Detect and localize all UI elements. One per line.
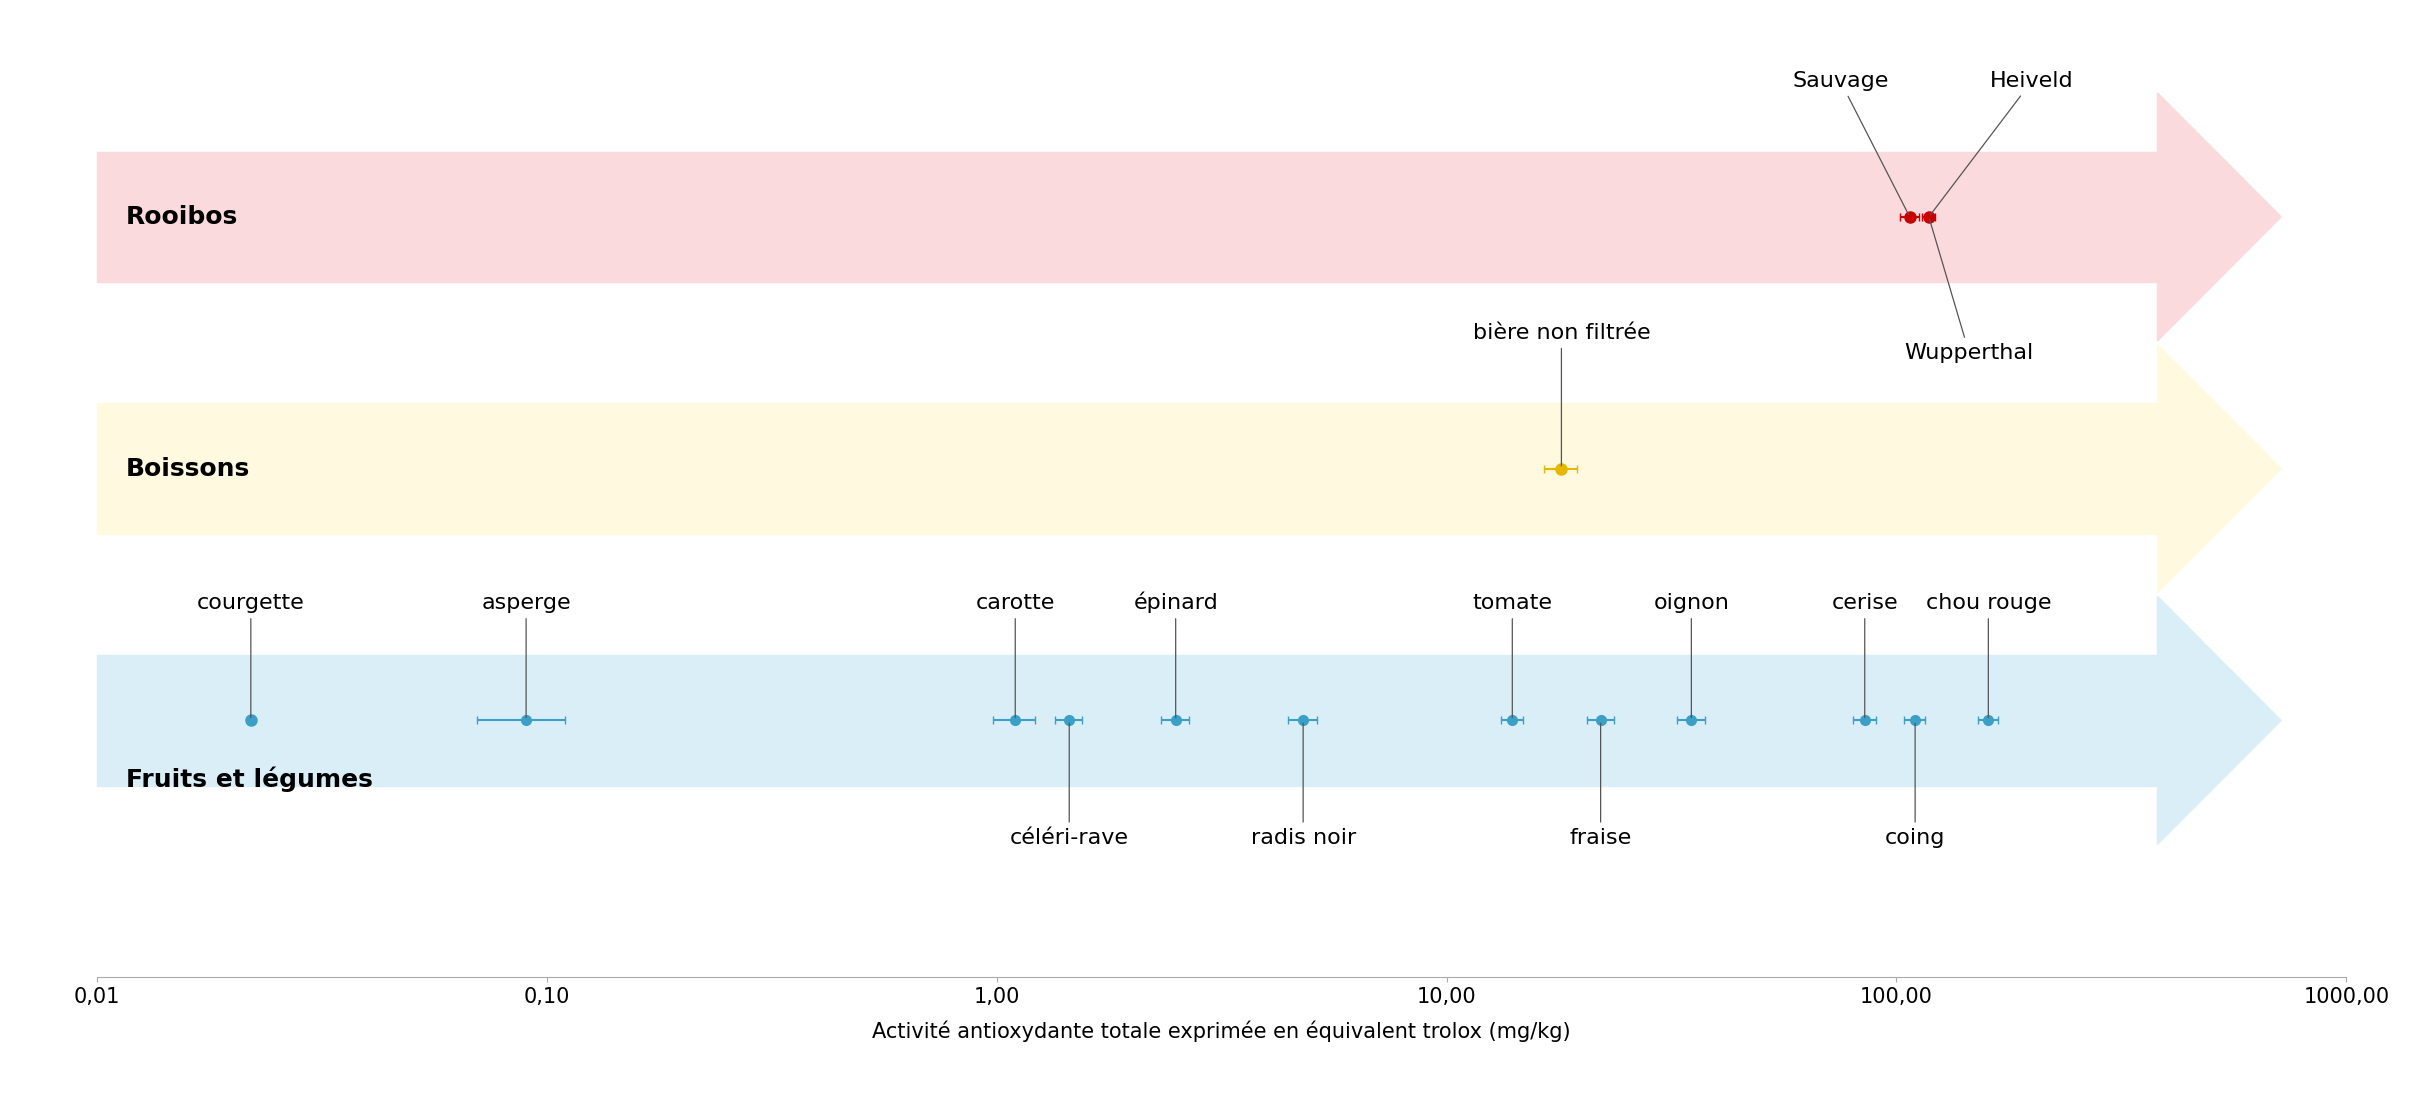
Text: oignon: oignon — [1655, 593, 1730, 717]
Text: fraise: fraise — [1570, 724, 1633, 848]
Text: épinard: épinard — [1132, 592, 1219, 717]
Text: Wupperthal: Wupperthal — [1904, 220, 2034, 363]
Text: chou rouge: chou rouge — [1926, 593, 2051, 717]
FancyArrow shape — [2158, 344, 2281, 593]
Text: céléri-rave: céléri-rave — [1009, 724, 1130, 848]
Text: coing: coing — [1884, 724, 1945, 848]
FancyArrow shape — [2158, 93, 2281, 341]
Text: Heiveld: Heiveld — [1930, 71, 2073, 214]
Text: tomate: tomate — [1473, 593, 1553, 717]
Text: bière non filtrée: bière non filtrée — [1473, 323, 1650, 466]
Text: asperge: asperge — [481, 593, 571, 717]
Text: cerise: cerise — [1831, 593, 1899, 717]
Bar — [97, 403, 2158, 534]
Text: Rooibos: Rooibos — [126, 205, 237, 229]
Text: Sauvage: Sauvage — [1792, 71, 1909, 214]
Text: radis noir: radis noir — [1251, 724, 1355, 848]
FancyArrow shape — [2158, 596, 2281, 845]
Text: Boissons: Boissons — [126, 456, 249, 481]
Text: courgette: courgette — [196, 593, 305, 717]
X-axis label: Activité antioxydante totale exprimée en équivalent trolox (mg/kg): Activité antioxydante totale exprimée en… — [873, 1020, 1570, 1042]
Text: Fruits et légumes: Fruits et légumes — [126, 766, 373, 791]
Bar — [97, 152, 2158, 282]
Text: carotte: carotte — [975, 593, 1055, 717]
Bar — [97, 655, 2158, 786]
